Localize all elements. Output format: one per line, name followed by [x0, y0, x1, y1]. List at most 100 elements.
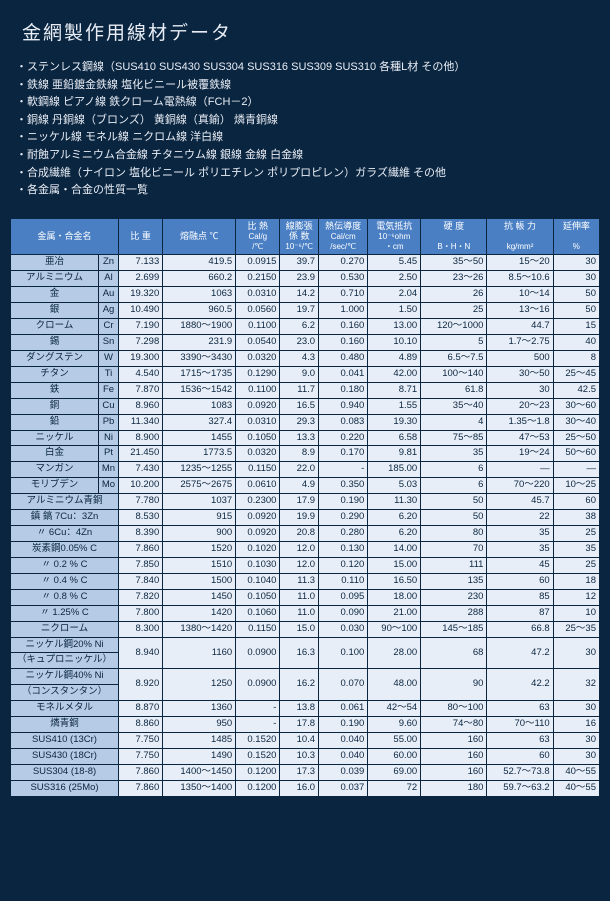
cell-value: 0.1200 [236, 780, 280, 796]
cell-value: 0.095 [319, 589, 368, 605]
cell-value: 7.750 [119, 749, 163, 765]
cell-value: 23～26 [421, 271, 487, 287]
th-melt: 熔融点 ℃ [163, 218, 236, 255]
cell-value: 60.00 [368, 749, 421, 765]
cell-value: 6.2 [280, 319, 319, 335]
cell-name: 〃 0.4 % C [11, 573, 119, 589]
cell-value: 0.480 [319, 350, 368, 366]
cell-value: 35 [487, 526, 553, 542]
cell-value: 8.900 [119, 430, 163, 446]
cell-value: ― [553, 462, 599, 478]
cell-value: 10.10 [368, 335, 421, 351]
cell-value: 0.1520 [236, 733, 280, 749]
cell-value: 8.920 [119, 669, 163, 701]
cell-value: 0.041 [319, 366, 368, 382]
table-row: クロームCr7.1901880～19000.11006.20.16013.001… [11, 319, 600, 335]
cell-value: 0.940 [319, 398, 368, 414]
cell-name: クローム [11, 319, 99, 335]
cell-value: 10.4 [280, 733, 319, 749]
cell-value: 8.390 [119, 526, 163, 542]
cell-value: 7.298 [119, 335, 163, 351]
cell-name: 銅 [11, 398, 99, 414]
cell-value: 5.45 [368, 255, 421, 271]
cell-name: 燐青銅 [11, 717, 119, 733]
cell-value: 9.60 [368, 717, 421, 733]
cell-value: 0.1200 [236, 764, 280, 780]
cell-value: 22.0 [280, 462, 319, 478]
cell-name: 〃 0.8 % C [11, 589, 119, 605]
cell-value: 19.7 [280, 303, 319, 319]
th-conduct: 熱伝導度Cal/cm/sec/℃ [319, 218, 368, 255]
cell-value: 1420 [163, 605, 236, 621]
cell-value: 0.1100 [236, 319, 280, 335]
cell-name: ニクローム [11, 621, 119, 637]
cell-value: 0.037 [319, 780, 368, 796]
cell-value: 85 [487, 589, 553, 605]
cell-value: 70 [421, 542, 487, 558]
cell-value: 1235～1255 [163, 462, 236, 478]
th-elong: 延伸率% [553, 218, 599, 255]
cell-value: 145～185 [421, 621, 487, 637]
cell-symbol: Cr [99, 319, 119, 335]
cell-value: 30 [487, 382, 553, 398]
table-row: 〃 0.8 % C7.82014500.105011.00.09518.0023… [11, 589, 600, 605]
bullet-item: 鉄線 亜鉛鍍金鉄線 塩化ビニール被覆鉄線 [16, 77, 600, 95]
cell-name: 錫 [11, 335, 99, 351]
table-row: ニッケル鋼40% Ni8.92012500.090016.20.07048.00… [11, 669, 600, 685]
cell-value: 0.1150 [236, 621, 280, 637]
table-row: ニクローム8.3001380～14200.115015.00.03090～100… [11, 621, 600, 637]
cell-value: 0.030 [319, 621, 368, 637]
cell-name: 金 [11, 287, 99, 303]
cell-value: 0.2150 [236, 271, 280, 287]
cell-value: 0.083 [319, 414, 368, 430]
cell-symbol: Ti [99, 366, 119, 382]
cell-name: SUS316 (25Mo) [11, 780, 119, 796]
cell-value: 17.3 [280, 764, 319, 780]
table-row: ニッケルNi8.90014550.105013.30.2206.5875～854… [11, 430, 600, 446]
cell-value: 47～53 [487, 430, 553, 446]
cell-value: 0.1520 [236, 749, 280, 765]
cell-value: 0.220 [319, 430, 368, 446]
cell-value: 160 [421, 733, 487, 749]
cell-value: 23.0 [280, 335, 319, 351]
th-gravity: 比 重 [119, 218, 163, 255]
table-row: SUS316 (25Mo)7.8601350～14000.120016.00.0… [11, 780, 600, 796]
cell-value: 42.5 [553, 382, 599, 398]
cell-value: 1510 [163, 557, 236, 573]
cell-value: 16.3 [280, 637, 319, 669]
cell-value: 69.00 [368, 764, 421, 780]
table-row: モリブデンMo10.2002575～26750.06104.90.3505.03… [11, 478, 600, 494]
cell-value: 9.0 [280, 366, 319, 382]
cell-value: 185.00 [368, 462, 421, 478]
cell-value: 0.1290 [236, 366, 280, 382]
cell-value: 60 [487, 573, 553, 589]
cell-name: アルミニウム [11, 271, 99, 287]
cell-value: 11.3 [280, 573, 319, 589]
cell-value: 0.1050 [236, 589, 280, 605]
cell-symbol: Zn [99, 255, 119, 271]
table-row: SUS410 (13Cr)7.75014850.152010.40.04055.… [11, 733, 600, 749]
cell-value: 30 [553, 701, 599, 717]
table-row: アルミニウムAl2.699660.20.215023.90.5302.5023～… [11, 271, 600, 287]
cell-value: 66.8 [487, 621, 553, 637]
cell-value: 16.0 [280, 780, 319, 796]
cell-value: 0.0610 [236, 478, 280, 494]
cell-value: 60 [487, 749, 553, 765]
cell-value: 0.1040 [236, 573, 280, 589]
table-row: 炭素鋼0.05% C7.86015200.102012.00.13014.007… [11, 542, 600, 558]
cell-value: 90～100 [368, 621, 421, 637]
cell-value: 30 [553, 733, 599, 749]
cell-value: 1400～1450 [163, 764, 236, 780]
cell-value: 32 [553, 669, 599, 701]
cell-value: 14.2 [280, 287, 319, 303]
cell-value: 11.340 [119, 414, 163, 430]
cell-symbol: Sn [99, 335, 119, 351]
cell-value: 14.00 [368, 542, 421, 558]
cell-value: 0.090 [319, 605, 368, 621]
cell-value: 0.100 [319, 637, 368, 669]
cell-value: 7.800 [119, 605, 163, 621]
cell-value: 15～20 [487, 255, 553, 271]
cell-value: 8.530 [119, 510, 163, 526]
cell-value: 1350～1400 [163, 780, 236, 796]
cell-value: 26 [421, 287, 487, 303]
